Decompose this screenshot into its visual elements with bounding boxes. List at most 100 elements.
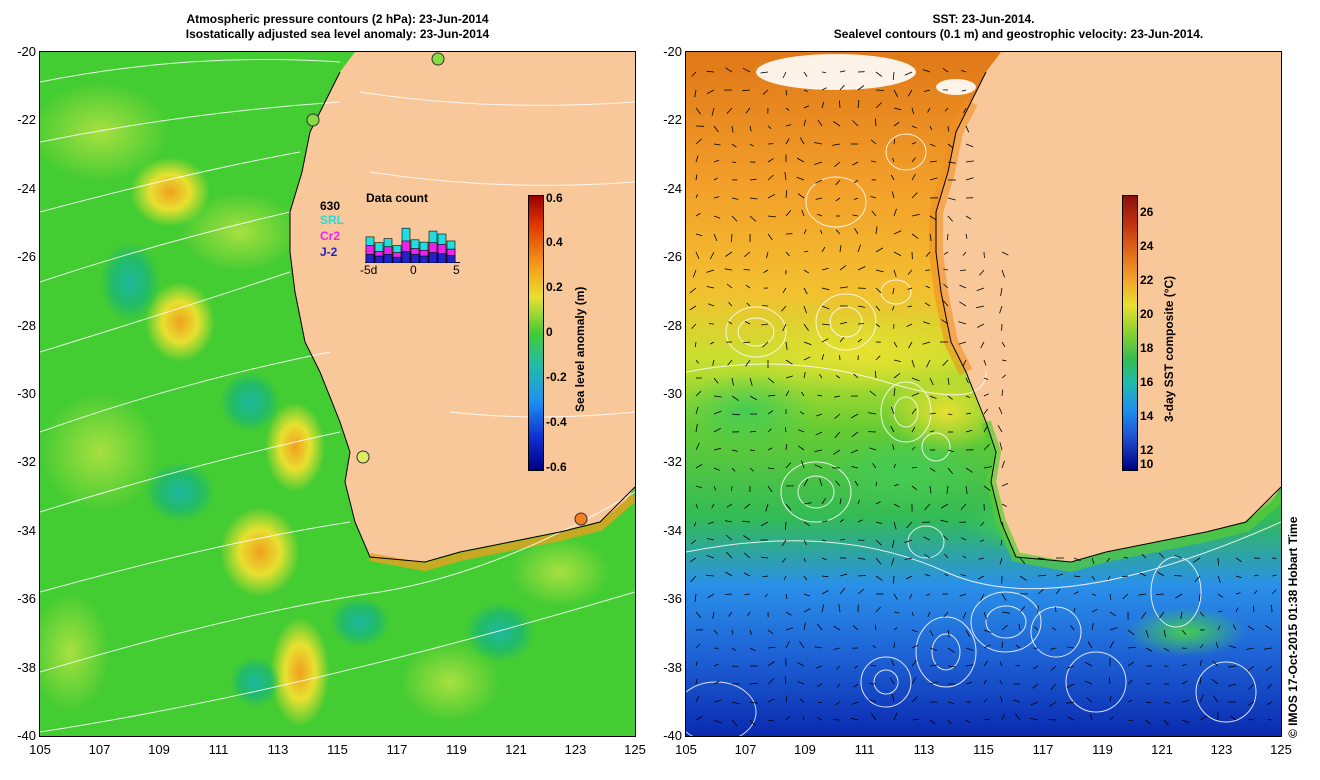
- velocity-arrow: [893, 107, 902, 111]
- velocity-arrow: [803, 521, 810, 527]
- velocity-arrow: [1018, 623, 1021, 631]
- velocity-arrow: [983, 393, 989, 397]
- data-count-total: 630: [320, 199, 341, 213]
- coastal-sla-band: [369, 493, 635, 572]
- velocity-arrow: [1073, 607, 1076, 613]
- velocity-arrow: [959, 593, 967, 597]
- sst-map[interactable]: 26 24 22 20 18 16 14 12 10 3-day SST com…: [686, 52, 1281, 736]
- velocity-arrow: [709, 251, 715, 260]
- velocity-arrow: [1199, 611, 1205, 617]
- velocity-arrow: [796, 157, 805, 163]
- sla-cbar-tick-2: 0.2: [546, 280, 563, 294]
- velocity-arrow: [707, 593, 715, 599]
- velocity-arrow: [1013, 699, 1021, 703]
- imos-credit: © IMOS 17-Oct-2015 01:38 Hobart Time: [1286, 516, 1300, 738]
- velocity-arrow: [947, 449, 955, 453]
- velocity-arrow: [870, 160, 877, 163]
- velocity-arrow: [706, 269, 715, 273]
- velocity-arrow: [1127, 661, 1135, 667]
- land-australia-right: [936, 52, 1281, 562]
- velocity-arrow: [815, 665, 823, 669]
- velocity-arrow: [784, 172, 787, 181]
- right-x-tick: 113: [913, 742, 935, 757]
- velocity-arrow: [911, 125, 917, 129]
- velocity-arrow: [868, 412, 877, 415]
- velocity-arrow: [785, 341, 788, 350]
- right-x-tick: 115: [973, 742, 994, 757]
- velocity-arrow: [850, 449, 859, 454]
- velocity-arrow: [713, 177, 718, 181]
- velocity-arrow: [983, 485, 991, 491]
- velocity-arrow: [712, 359, 715, 366]
- velocity-arrow: [852, 214, 859, 217]
- velocity-arrow: [925, 251, 931, 257]
- velocity-arrow: [944, 107, 949, 112]
- velocity-arrow: [852, 161, 859, 166]
- velocity-arrow: [1055, 588, 1061, 595]
- velocity-arrow: [713, 395, 722, 398]
- velocity-arrow: [929, 467, 936, 472]
- velocity-arrow: [911, 676, 917, 685]
- velocity-arrow: [890, 174, 895, 181]
- velocity-arrow: [725, 534, 733, 541]
- velocity-arrow: [893, 89, 899, 98]
- velocity-arrow: [853, 683, 859, 688]
- velocity-arrow: [929, 125, 933, 131]
- velocity-arrow: [875, 521, 883, 525]
- left-title-line1: Atmospheric pressure contours (2 hPa): 2…: [186, 12, 489, 26]
- velocity-arrow: [1138, 593, 1147, 596]
- velocity-arrow: [929, 143, 936, 147]
- velocity-arrow: [749, 178, 757, 181]
- velocity-arrow: [1271, 574, 1277, 577]
- velocity-arrow: [821, 323, 830, 326]
- velocity-arrow: [834, 161, 841, 168]
- velocity-arrow: [980, 593, 985, 601]
- velocity-arrow: [767, 215, 776, 218]
- velocity-arrow: [1127, 699, 1133, 703]
- velocity-arrow: [744, 321, 751, 325]
- velocity-arrow: [695, 696, 700, 703]
- velocity-arrow: [695, 155, 699, 163]
- velocity-arrow: [708, 521, 715, 525]
- velocity-arrow: [1084, 661, 1093, 667]
- velocity-arrow: [803, 575, 808, 581]
- velocity-arrow: [817, 119, 823, 127]
- velocity-arrow: [1248, 719, 1255, 721]
- velocity-arrow: [983, 629, 992, 633]
- right-y-tick: -36: [663, 591, 682, 607]
- velocity-arrow: [983, 644, 991, 649]
- right-y-tick: -20: [663, 44, 682, 59]
- velocity-arrow: [835, 701, 841, 706]
- sea-level-anomaly-map[interactable]: 630 Data count SRL Cr2 J-2 -5d 0 5 0.6 0…: [40, 52, 635, 736]
- right-x-tick: 121: [1151, 742, 1173, 757]
- velocity-arrow: [1158, 611, 1165, 619]
- velocity-arrow: [767, 410, 774, 415]
- velocity-arrow: [1145, 719, 1151, 725]
- velocity-arrow: [818, 373, 823, 379]
- velocity-arrow: [749, 197, 758, 200]
- velocity-arrow: [925, 285, 931, 289]
- velocity-arrow: [706, 286, 715, 289]
- velocity-arrow: [909, 593, 913, 599]
- histogram-bar-j2: [437, 253, 447, 263]
- right-y-tick: -26: [663, 249, 682, 265]
- velocity-arrow: [1232, 624, 1237, 631]
- velocity-arrow: [907, 305, 913, 308]
- velocity-arrow: [713, 467, 720, 471]
- velocity-arrow: [908, 341, 913, 349]
- sst-cbar-tick-6: 14: [1140, 409, 1154, 423]
- velocity-arrow: [851, 701, 859, 705]
- velocity-arrow: [983, 466, 992, 469]
- velocity-arrow: [907, 287, 913, 290]
- velocity-arrow: [1091, 623, 1094, 631]
- velocity-arrow: [874, 624, 877, 631]
- velocity-arrow: [1194, 575, 1201, 583]
- velocity-arrow: [731, 233, 733, 242]
- velocity-arrow: [785, 124, 792, 127]
- velocity-arrow: [944, 553, 949, 559]
- velocity-arrow: [893, 627, 898, 631]
- velocity-arrow: [906, 521, 913, 529]
- velocity-arrow: [797, 193, 805, 199]
- velocity-arrow: [1000, 287, 1003, 296]
- velocity-arrow: [761, 556, 769, 559]
